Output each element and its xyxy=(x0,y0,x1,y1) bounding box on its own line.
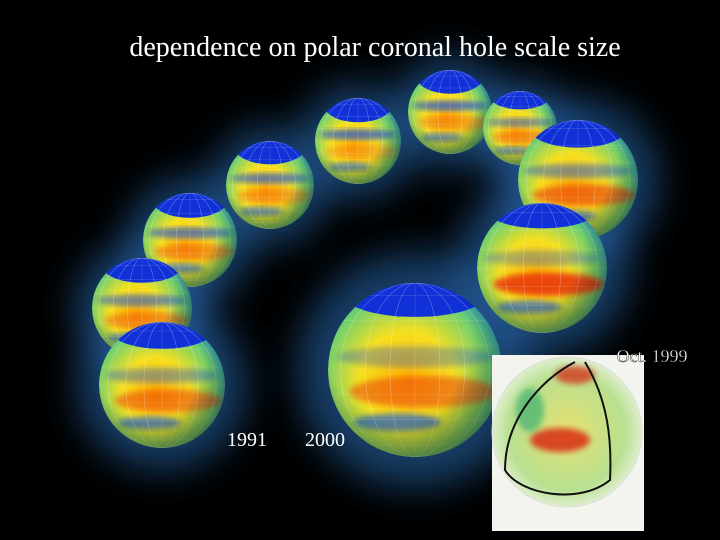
inset-blob xyxy=(516,388,544,432)
inset-date-label: Oct. 1999 xyxy=(617,346,688,366)
sphere-series xyxy=(92,70,638,457)
slide-title: dependence on polar coronal hole scale s… xyxy=(129,32,620,63)
sphere xyxy=(226,141,314,229)
sphere-shade xyxy=(408,70,492,154)
sphere-shade xyxy=(99,322,225,448)
sphere xyxy=(315,98,401,184)
sphere-shade xyxy=(315,98,401,184)
inset-globe xyxy=(491,355,644,531)
inset-boundary xyxy=(503,361,612,496)
sphere-shade xyxy=(328,283,502,457)
start-year-label: 1991 xyxy=(227,429,267,451)
sphere xyxy=(328,283,502,457)
sphere-shade xyxy=(143,193,237,287)
sphere-shade xyxy=(477,203,607,333)
end-year-label: 2000 xyxy=(305,429,345,451)
inset-blob xyxy=(530,428,590,452)
inset-blob xyxy=(555,366,595,384)
sphere xyxy=(408,70,492,154)
sphere xyxy=(143,193,237,287)
sphere-shade xyxy=(226,141,314,229)
